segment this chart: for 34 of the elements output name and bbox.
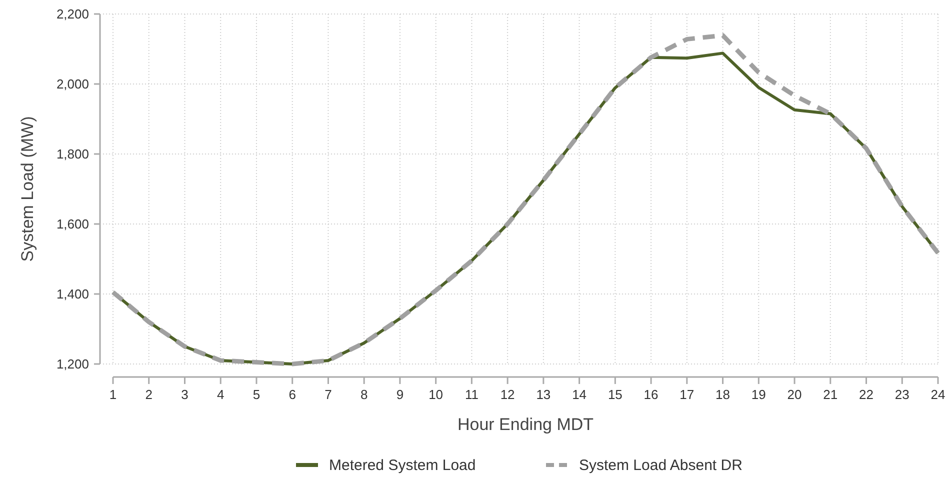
x-tick-label: 13 (536, 387, 551, 402)
y-axis-title: System Load (MW) (18, 116, 37, 262)
y-tick-label: 2,000 (56, 76, 89, 92)
y-tick-label: 1,800 (56, 146, 89, 162)
legend-label: System Load Absent DR (579, 457, 743, 474)
x-tick-label: 2 (145, 387, 152, 402)
x-tick-label: 5 (252, 387, 260, 402)
x-tick-label: 6 (288, 387, 296, 402)
x-tick-label: 8 (360, 387, 368, 402)
x-tick-label: 24 (930, 387, 946, 402)
x-tick-label: 21 (823, 387, 838, 402)
x-tick-label: 4 (216, 387, 224, 402)
y-tick-label: 2,200 (56, 6, 89, 22)
x-tick-label: 12 (500, 387, 515, 402)
y-tick-label: 1,200 (56, 356, 89, 372)
x-tick-label: 9 (396, 387, 404, 402)
x-tick-label: 22 (859, 387, 874, 402)
x-tick-label: 18 (716, 387, 730, 402)
x-tick-label: 15 (608, 387, 622, 402)
x-tick-label: 11 (464, 387, 478, 402)
x-tick-label: 16 (644, 387, 658, 402)
x-tick-label: 3 (181, 387, 188, 402)
y-tick-label: 1,600 (56, 216, 89, 232)
x-tick-label: 1 (109, 387, 117, 402)
y-tick-label: 1,400 (56, 286, 89, 302)
x-tick-label: 14 (572, 387, 587, 402)
x-tick-label: 20 (787, 387, 802, 402)
x-axis-title: Hour Ending MDT (457, 415, 594, 434)
legend-label: Metered System Load (329, 457, 476, 474)
x-tick-label: 19 (751, 387, 766, 402)
x-tick-label: 17 (680, 387, 694, 402)
x-tick-label: 23 (894, 387, 910, 402)
x-tick-label: 10 (428, 387, 444, 402)
x-tick-label: 7 (324, 387, 332, 402)
